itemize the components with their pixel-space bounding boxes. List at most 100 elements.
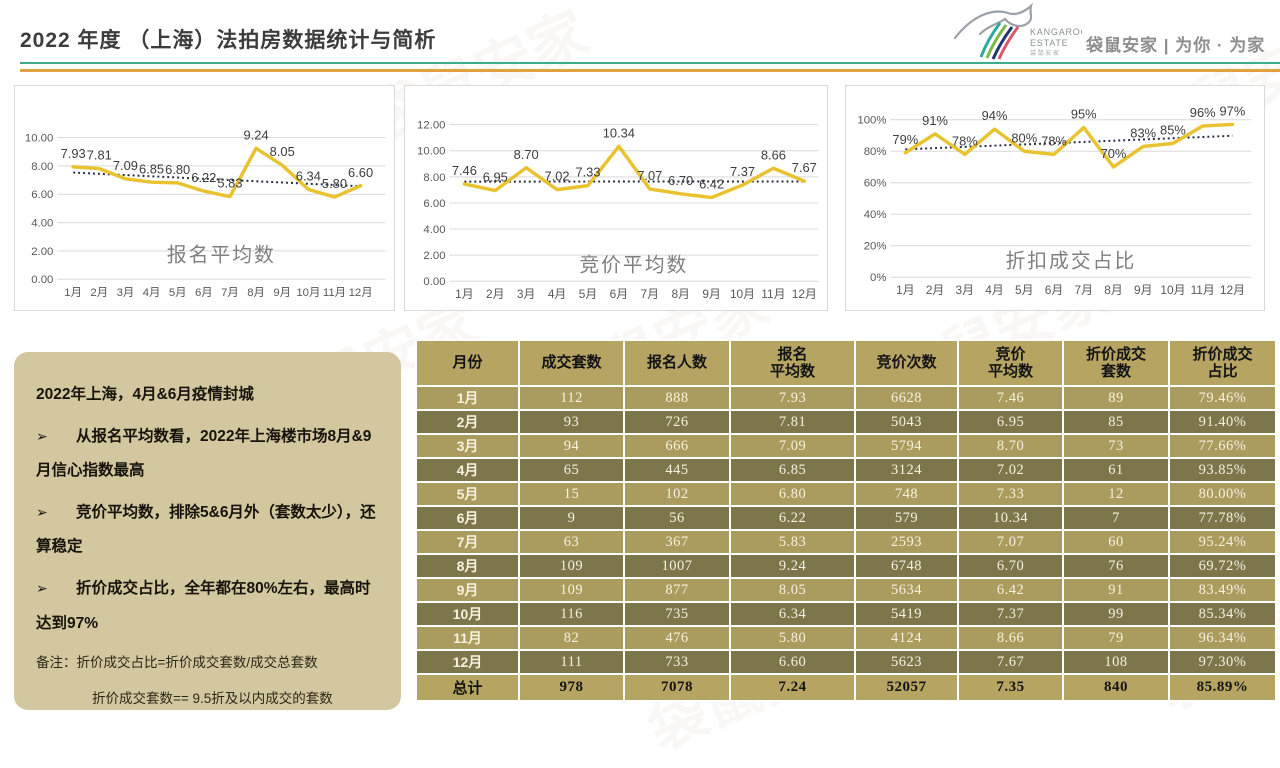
y-axis-tick-label: 8.00 [423,172,445,184]
table-header-row: 月份成交套数报名人数报名 平均数竞价次数竞价 平均数折价成交 套数折价成交 占比 [416,340,1276,386]
note-bullet: ➢竞价平均数，排除5&6月外（套数太少），还算稳定 [36,496,385,564]
x-axis-tick-label: 3月 [117,287,135,299]
table-cell: 7.02 [958,458,1063,482]
data-point-label: 7.93 [61,146,86,161]
x-axis-tick-label: 12月 [349,287,373,299]
y-axis-tick-label: 0% [870,272,886,284]
table-cell: 1007 [624,554,730,578]
x-axis-tick-label: 12月 [792,287,817,301]
data-point-label: 7.67 [792,160,817,175]
bullet-arrow-icon: ➢ [36,497,76,528]
note-bullet: ➢折价成交占比，全年都在80%左右，最高时达到97% [36,572,385,640]
data-point-label: 9.24 [244,127,269,142]
data-point-label: 7.81 [87,148,112,163]
table-cell: 7.35 [958,674,1063,701]
column-header: 竞价 平均数 [958,340,1063,386]
table-cell: 102 [624,482,730,506]
column-header: 月份 [416,340,519,386]
month-cell: 11月 [416,626,519,650]
x-axis-tick-label: 3月 [517,287,535,301]
month-cell: 9月 [416,578,519,602]
table-cell: 116 [519,602,624,626]
x-axis-tick-label: 1月 [896,283,914,297]
table-cell: 978 [519,674,624,701]
x-axis-tick-label: 2月 [90,287,108,299]
data-point-label: 78% [1041,133,1067,148]
logo-brand-cn: 袋 鼠 安 家 [1030,49,1059,57]
x-axis-tick-label: 8月 [247,287,265,299]
table-cell: 109 [519,554,624,578]
table-cell: 5634 [855,578,958,602]
month-cell: 1月 [416,386,519,410]
y-axis-tick-label: 10.00 [25,133,53,145]
x-axis-tick-label: 5月 [579,287,597,301]
table-cell: 5623 [855,650,958,674]
table-cell: 5419 [855,602,958,626]
table-cell: 877 [624,578,730,602]
table-cell: 7.46 [958,386,1063,410]
table-cell: 6628 [855,386,958,410]
table-cell: 52057 [855,674,958,701]
column-header: 报名人数 [624,340,730,386]
divider-line-green [20,62,1280,64]
y-axis-tick-label: 6.00 [31,189,53,201]
table-cell: 9 [519,506,624,530]
table-cell: 476 [624,626,730,650]
table-cell: 7078 [624,674,730,701]
kangaroo-icon [955,6,1031,59]
table-cell: 61 [1063,458,1169,482]
y-axis-tick-label: 4.00 [423,224,445,236]
table-cell: 367 [624,530,730,554]
table-cell: 6.85 [730,458,855,482]
y-axis-tick-label: 0.00 [423,276,445,288]
table-cell: 6.42 [958,578,1063,602]
data-point-label: 7.09 [113,158,138,173]
table-cell: 5043 [855,410,958,434]
data-point-label: 96% [1190,105,1216,120]
page-title: 2022 年度 （上海）法拍房数据统计与简析 [20,24,436,54]
table-cell: 7 [1063,506,1169,530]
data-point-label: 97% [1220,104,1246,119]
x-axis-tick-label: 9月 [273,287,291,299]
table-cell: 97.30% [1169,650,1276,674]
table-cell: 7.09 [730,434,855,458]
x-axis-tick-label: 8月 [671,287,689,301]
table-cell: 109 [519,578,624,602]
table-cell: 7.07 [958,530,1063,554]
table-cell: 93 [519,410,624,434]
x-axis-tick-label: 5月 [1015,283,1033,297]
data-point-label: 95% [1071,107,1097,122]
table-cell: 60 [1063,530,1169,554]
x-axis-tick-label: 8月 [1104,283,1122,297]
data-point-label: 7.33 [575,165,600,180]
data-point-label: 7.37 [730,164,755,179]
table-cell: 6.70 [958,554,1063,578]
table-cell: 726 [624,410,730,434]
data-point-label: 83% [1130,126,1156,141]
table-cell: 5794 [855,434,958,458]
divider-line-orange [20,69,1280,72]
table-cell: 7.33 [958,482,1063,506]
x-axis-tick-label: 1月 [455,287,473,301]
note-bullet-text: 从报名平均数看，2022年上海楼市场8月&9月信心指数最高 [36,428,371,479]
table-cell: 748 [855,482,958,506]
data-point-label: 6.60 [348,165,373,180]
data-point-label: 5.83 [217,176,242,191]
table-cell: 93.85% [1169,458,1276,482]
data-point-label: 6.95 [483,170,508,185]
chart-title: 折扣成交占比 [1005,250,1136,272]
table-cell: 8.66 [958,626,1063,650]
table-cell: 8.70 [958,434,1063,458]
data-point-label: 6.22 [191,170,216,185]
table-cell: 80.00% [1169,482,1276,506]
y-axis-tick-label: 40% [864,209,887,221]
kangaroo-logo: KANGAROO ESTATE 袋 鼠 安 家 [950,2,1082,60]
data-point-label: 6.70 [668,173,693,188]
